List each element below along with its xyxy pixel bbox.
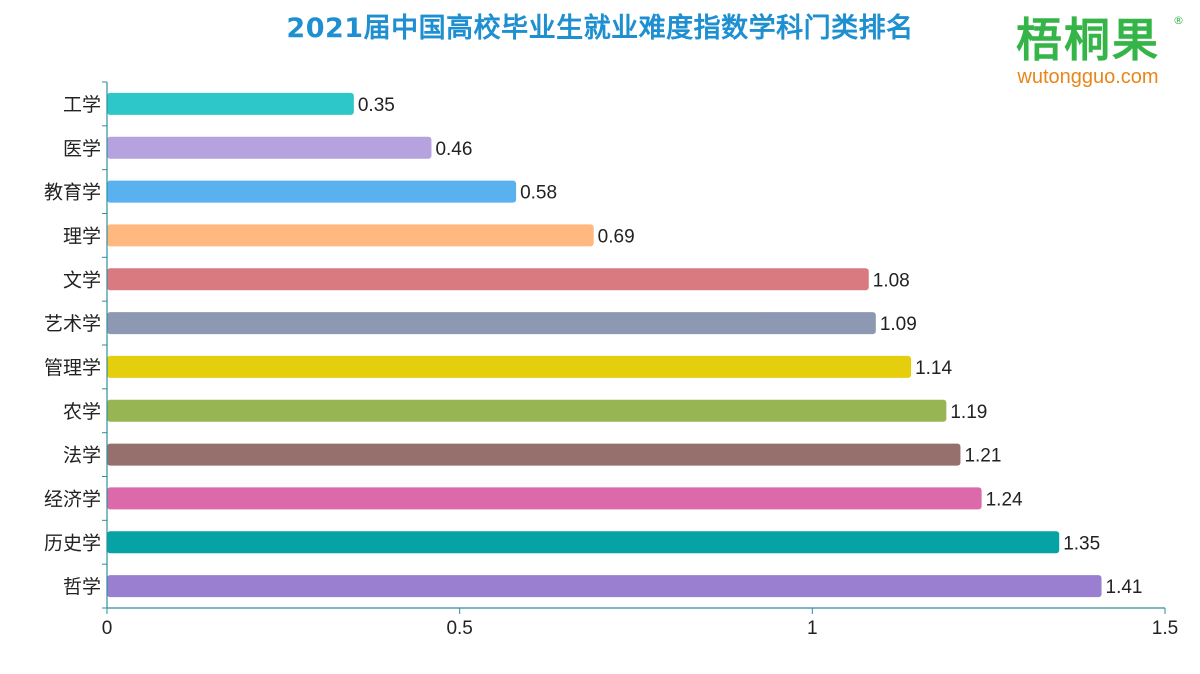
category-label: 理学 [63,225,101,247]
x-tick-label: 1.5 [1152,618,1178,639]
value-label: 1.41 [1106,577,1143,598]
category-label: 医学 [63,138,101,160]
registered-mark: ® [1173,14,1184,27]
category-label: 历史学 [44,532,101,554]
logo-url: wutongguo.com [1017,66,1159,88]
bar [107,180,517,203]
bar [107,487,982,510]
category-label: 经济学 [44,488,101,510]
logo-name: 梧桐果 [1016,13,1160,67]
value-label: 1.08 [873,270,910,291]
x-tick-label: 0.5 [446,618,472,639]
value-label: 0.46 [435,139,472,160]
chart-title: 2021届中国高校毕业生就业难度指数学科门类排名 [286,13,914,44]
value-label: 1.19 [950,402,987,423]
brand-logo: 梧桐果 wutongguo.com ® [998,13,1184,88]
value-label: 1.21 [964,446,1001,467]
category-label: 农学 [63,401,101,423]
category-label: 法学 [63,445,101,467]
value-label: 0.58 [520,183,557,204]
x-tick-label: 1 [807,618,818,639]
bar [107,443,961,466]
category-label: 工学 [63,94,101,116]
bar [107,224,594,247]
value-label: 0.69 [598,226,635,247]
bar [107,268,869,291]
bar [107,399,947,422]
category-label: 艺术学 [44,313,101,335]
bar [107,312,876,335]
bar [107,531,1060,554]
category-label: 教育学 [44,182,101,204]
value-label: 1.14 [915,358,952,379]
x-tick-label: 0 [102,618,113,639]
bar [107,575,1102,598]
bar [107,355,912,378]
value-label: 0.35 [358,95,395,116]
value-label: 1.09 [880,314,917,335]
bar [107,136,432,159]
category-label: 哲学 [63,576,101,598]
value-label: 1.24 [986,489,1023,510]
category-label: 文学 [63,269,101,291]
value-label: 1.35 [1063,533,1100,554]
category-label: 管理学 [44,357,101,379]
bar [107,92,354,115]
